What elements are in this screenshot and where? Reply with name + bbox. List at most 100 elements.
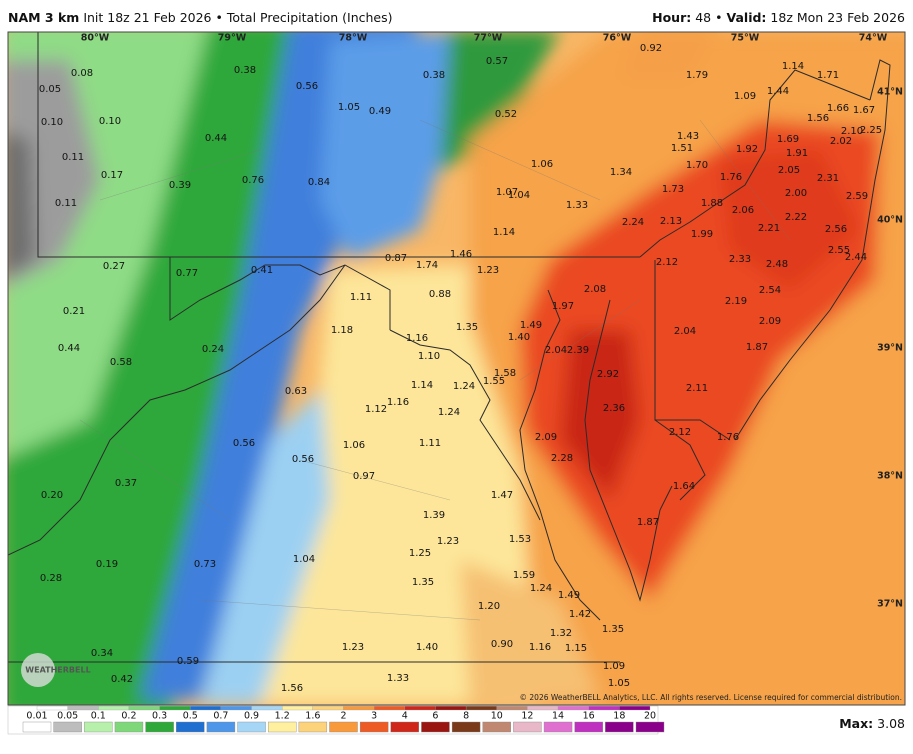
legend-cell [482,721,511,733]
legend-swatch [251,705,283,711]
longitude-label: 74°W [859,33,888,44]
precip-value: 1.64 [673,481,695,492]
precip-value: 1.99 [691,229,713,240]
precip-value: 2.24 [622,217,644,228]
precip-value: 1.23 [477,265,499,276]
latitude-label: 37°N [877,599,903,610]
legend-cell [513,721,542,733]
legend-label: 20 [644,711,656,722]
precip-value: 1.46 [450,249,472,260]
legend-swatch [220,705,252,711]
max: Max: 3.08 [839,716,905,731]
precip-value: 0.97 [353,471,375,482]
precip-value: 1.73 [662,184,684,195]
precip-value: 1.43 [677,131,699,142]
precip-value: 1.69 [777,134,799,145]
legend-swatch [404,705,436,711]
precip-value: 1.79 [686,70,708,81]
precip-value: 0.20 [41,490,63,501]
precip-value: 0.44 [205,133,227,144]
legend-label: 0.01 [26,711,47,722]
precip-value: 0.19 [96,559,118,570]
precip-value: 1.87 [746,342,768,353]
precip-value: 1.56 [281,683,303,694]
longitude-label: 78°W [339,33,368,44]
precip-value: 1.51 [671,143,693,154]
legend-label: 4 [402,711,408,722]
precip-value: 1.40 [508,332,530,343]
precip-value: 1.07 [496,187,518,198]
precip-value: 0.73 [194,559,216,570]
max-label: Max: [839,716,873,731]
precip-value: 1.58 [494,368,516,379]
copyright: © 2026 WeatherBELL Analytics, LLC. All r… [520,693,902,702]
precip-value: 1.33 [387,673,409,684]
precip-value: 1.97 [552,301,574,312]
precip-value: 1.92 [736,144,758,155]
precip-value: 1.15 [565,643,587,654]
legend-label: 6 [432,711,438,722]
graticule-labels: 80°W 79°W 78°W 77°W 76°W 75°W 74°W 41°N 40°N 39°N… [81,33,903,610]
precip-field [8,32,905,705]
precip-value: 1.35 [602,624,624,635]
precip-value: 0.21 [63,306,85,317]
precip-value: 1.20 [478,601,500,612]
precip-value: 0.87 [385,253,407,264]
valid-label: Valid: [726,10,766,25]
precip-value: 1.76 [720,172,742,183]
precip-value: 0.27 [103,261,125,272]
legend-box [7,705,659,735]
precip-value: 1.74 [416,260,438,271]
precip-value: 1.16 [406,333,428,344]
legend-label: 0.2 [121,711,136,722]
precip-value: 1.87 [637,517,659,528]
latitude-label: 39°N [877,343,903,354]
legend-swatch [98,705,130,711]
precip-value: 2.12 [656,257,678,268]
precip-value: 0.56 [296,81,318,92]
precip-value: 1.66 [827,103,849,114]
legend-cell [635,721,665,733]
precip-value: 0.56 [292,454,314,465]
precip-value: 1.42 [569,609,591,620]
precip-value: 2.59 [846,191,868,202]
legend-cell [451,721,481,733]
precip-value: 1.47 [491,490,513,501]
legend-cell [84,721,113,733]
precip-value: 1.09 [603,661,625,672]
longitude-label: 75°W [731,33,760,44]
precip-value: 2.33 [729,254,751,265]
precip-value: 2.56 [825,224,847,235]
precip-value: 0.49 [369,106,391,117]
precip-value: 1.14 [411,380,433,391]
legend-label: 0.9 [244,711,259,722]
legend-swatch [67,705,99,711]
legend-swatch [465,705,497,711]
precip-value: 1.23 [342,642,364,653]
legend-label: 18 [613,711,625,722]
legend-swatch [343,705,375,711]
legend-cell [605,721,634,733]
precip-value: 1.56 [807,113,829,124]
precip-value: 1.18 [331,325,353,336]
precip-value: 0.57 [486,56,508,67]
precip-value: 1.24 [453,381,475,392]
precip-value: 0.77 [176,268,198,279]
valid: 18z Mon 23 Feb 2026 [770,10,905,25]
hour: 48 [695,10,711,25]
init: Init 18z 21 Feb 2026 [83,10,211,25]
longitude-label: 80°W [81,33,110,44]
precip-value: 2.04 [545,345,567,356]
precip-value: 2.10 [841,126,863,137]
legend-label: 0.7 [213,711,228,722]
legend-swatch [619,705,651,711]
precip-value: 1.70 [686,160,708,171]
precip-value: 1.06 [343,440,365,451]
legend-cell [206,721,236,733]
precip-value: 2.13 [660,216,682,227]
precip-value: 1.16 [529,642,551,653]
precip-value: 1.24 [530,583,552,594]
borders [8,32,891,663]
precip-value: 1.71 [817,70,839,81]
